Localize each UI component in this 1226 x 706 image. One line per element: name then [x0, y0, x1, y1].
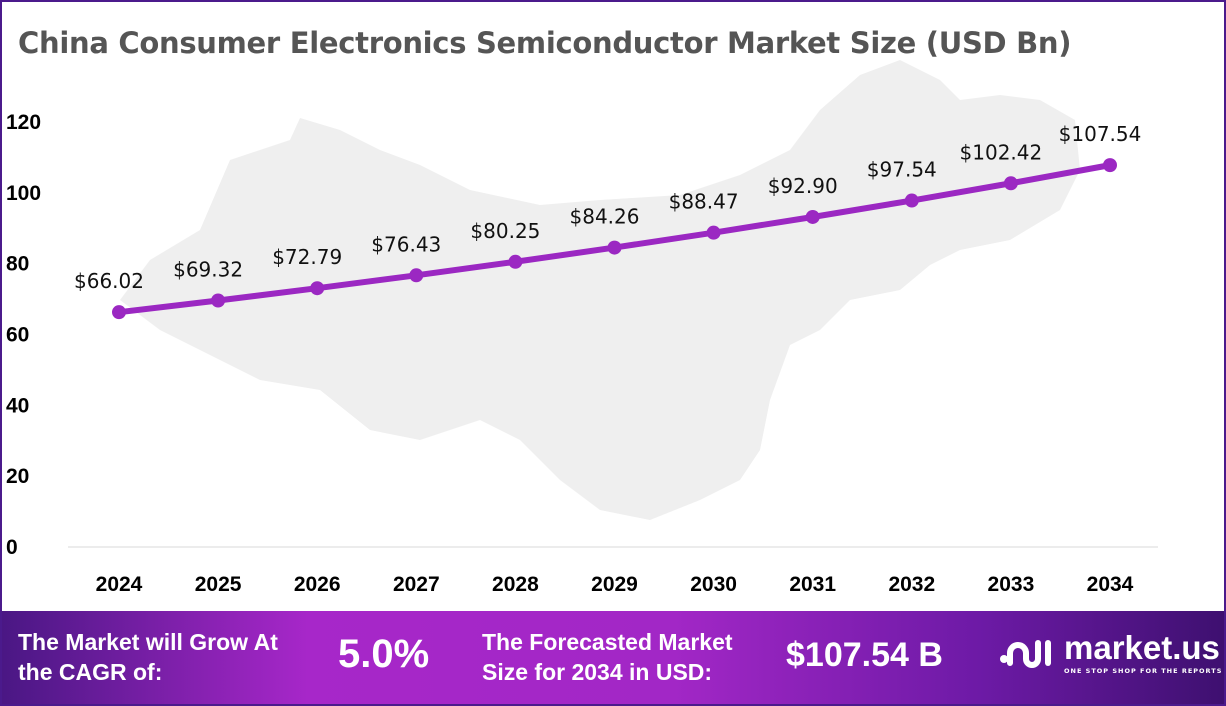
data-point — [706, 225, 721, 240]
x-tick-label: 2030 — [690, 573, 737, 596]
data-point — [607, 240, 622, 255]
cagr-label: The Market will Grow At the CAGR of: — [18, 629, 278, 685]
x-tick-label: 2033 — [988, 573, 1035, 596]
y-tick-label: 100 — [6, 182, 41, 205]
logo-icon — [1000, 640, 1051, 668]
y-tick-label: 120 — [6, 111, 41, 134]
x-tick-label: 2025 — [195, 573, 242, 596]
logo-name: market.us — [1064, 629, 1220, 666]
data-point — [409, 268, 424, 283]
x-tick-label: 2024 — [96, 573, 143, 596]
cagr-value: 5.0% — [338, 632, 430, 676]
y-tick-label: 80 — [6, 253, 29, 276]
data-label: $80.25 — [470, 219, 540, 243]
logo-tagline: ONE STOP SHOP FOR THE REPORTS — [1064, 667, 1223, 675]
data-point — [1103, 158, 1117, 173]
data-point — [310, 281, 325, 296]
data-point — [508, 254, 523, 269]
data-label: $88.47 — [669, 190, 739, 214]
china-map-background — [120, 60, 1080, 520]
x-tick-label: 2029 — [591, 573, 638, 596]
y-tick-label: 20 — [6, 465, 29, 488]
data-label: $76.43 — [371, 232, 441, 256]
data-point — [904, 193, 919, 208]
data-point — [1003, 176, 1018, 191]
x-tick-label: 2027 — [393, 573, 440, 596]
forecast-value: $107.54 B — [786, 636, 943, 674]
y-tick-label: 0 — [6, 536, 18, 559]
forecast-label: The Forecasted Market Size for 2034 in U… — [482, 629, 733, 685]
x-tick-label: 2026 — [294, 573, 341, 596]
data-label: $102.42 — [960, 140, 1043, 164]
data-label: $92.90 — [768, 174, 838, 198]
footer-banner: The Market will Grow At the CAGR of: 5.0… — [2, 611, 1224, 704]
y-tick-label: 60 — [6, 324, 29, 347]
data-label: $84.26 — [570, 205, 640, 229]
data-point — [211, 293, 226, 308]
x-tick-label: 2034 — [1087, 573, 1134, 596]
market-us-logo: market.us ONE STOP SHOP FOR THE REPORTS — [998, 631, 1223, 677]
data-label: $66.02 — [74, 269, 144, 293]
data-label: $69.32 — [173, 257, 243, 281]
x-tick-label: 2031 — [789, 573, 836, 596]
data-point — [805, 209, 820, 224]
chart-title: China Consumer Electronics Semiconductor… — [18, 26, 1072, 60]
data-label: $97.54 — [867, 158, 937, 182]
data-label: $107.54 — [1059, 122, 1142, 146]
x-tick-label: 2028 — [492, 573, 539, 596]
y-tick-label: 40 — [6, 394, 29, 417]
data-label: $72.79 — [272, 245, 342, 269]
data-point — [112, 305, 126, 320]
x-tick-label: 2032 — [888, 573, 935, 596]
